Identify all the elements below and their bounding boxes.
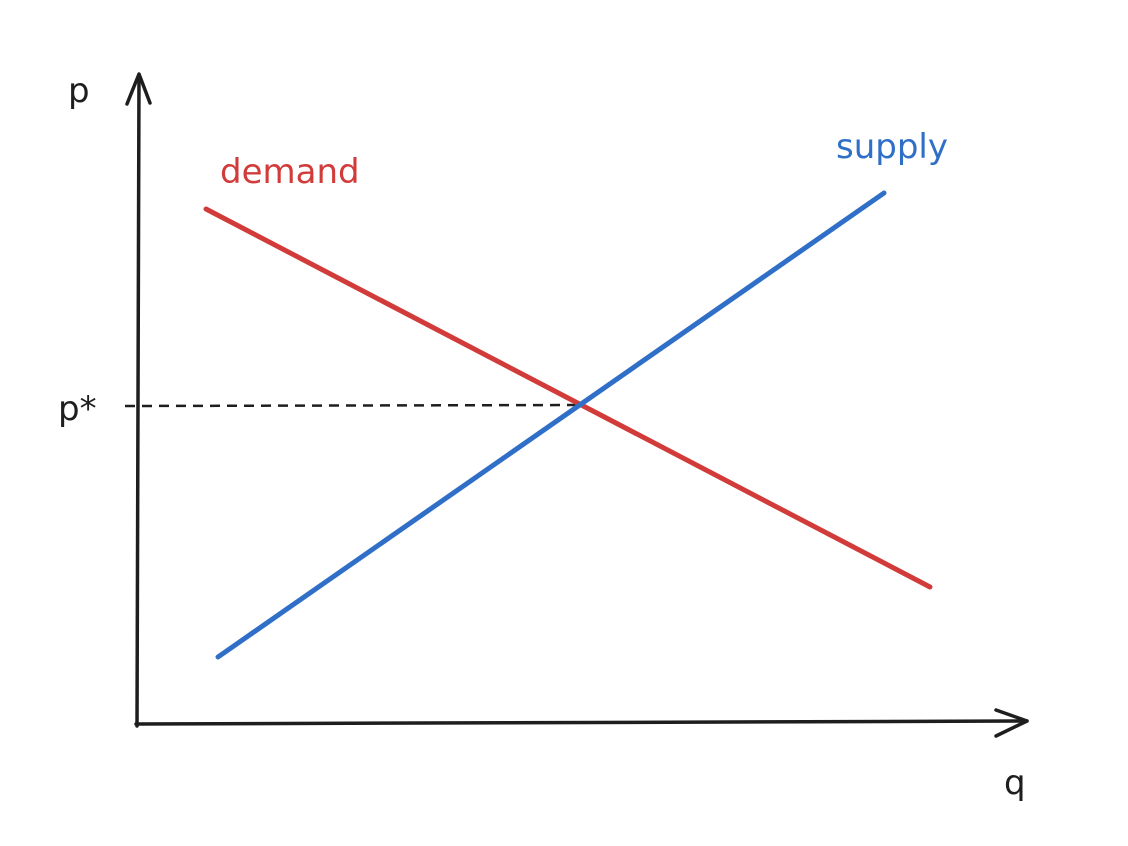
equilibrium-price-label: p*	[58, 389, 97, 429]
y-axis-label: p	[68, 71, 90, 111]
supply-label: supply	[836, 127, 948, 167]
y-axis-arrowhead	[125, 72, 152, 106]
demand-label: demand	[220, 152, 360, 192]
x-axis	[134, 719, 1029, 726]
axes	[125, 72, 1029, 738]
x-axis-arrowhead	[994, 708, 1029, 738]
x-axis-label: q	[1004, 763, 1026, 803]
supply-line	[215, 190, 887, 660]
y-axis	[135, 74, 141, 728]
equilibrium-price-guide	[124, 403, 581, 408]
demand-line	[203, 206, 933, 590]
